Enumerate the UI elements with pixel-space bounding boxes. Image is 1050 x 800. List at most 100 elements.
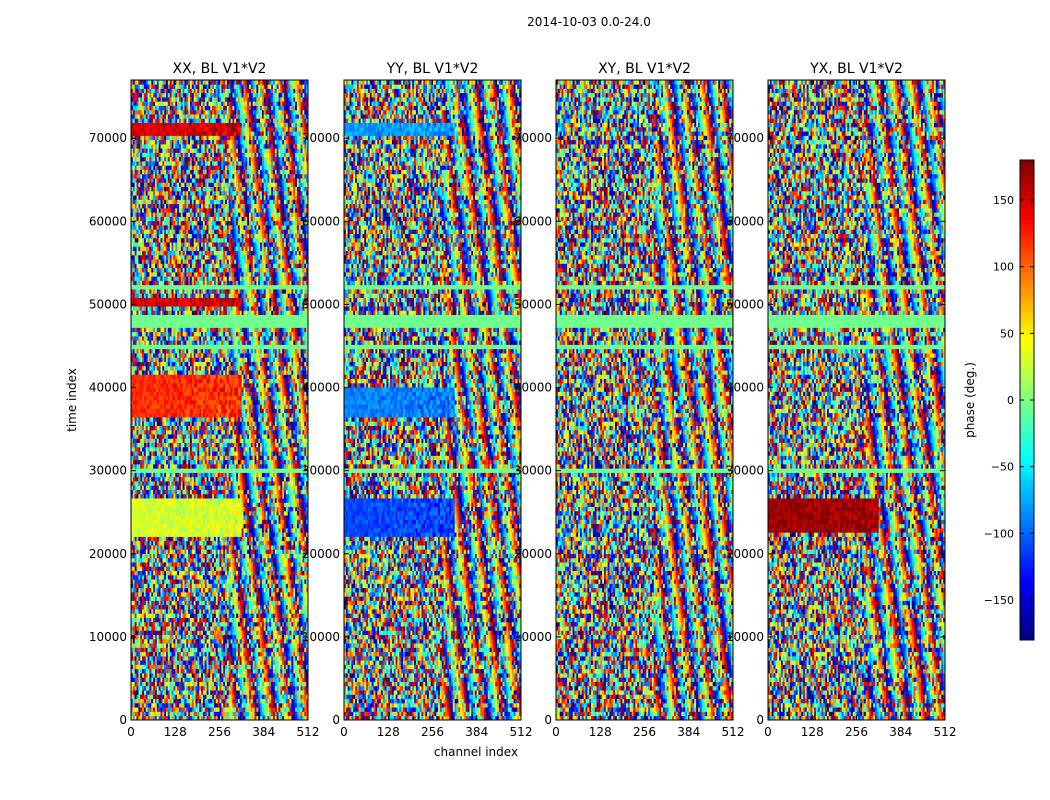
heatmap-cell xyxy=(261,677,265,682)
heatmap-cell xyxy=(263,685,266,691)
heatmap-cell xyxy=(151,711,154,717)
heatmap-cell xyxy=(173,681,176,687)
heatmap-cell xyxy=(195,668,198,674)
heatmap-cell xyxy=(164,694,167,700)
heatmap-cell xyxy=(191,638,195,644)
heatmap-cell xyxy=(206,668,209,674)
heatmap-cell xyxy=(142,715,145,721)
heatmap-cell xyxy=(191,698,195,704)
heatmap-cell xyxy=(284,707,287,712)
heatmap-cell xyxy=(287,668,290,674)
heatmap-cell xyxy=(167,651,171,657)
heatmap-cell xyxy=(131,711,134,717)
heatmap-cell xyxy=(306,707,309,712)
heatmap-cell xyxy=(175,681,178,687)
heatmap-cell xyxy=(285,685,289,691)
heatmap-cell xyxy=(204,702,207,708)
heatmap-cell xyxy=(151,698,154,704)
heatmap-cell xyxy=(226,668,230,674)
heatmap-cell xyxy=(188,702,191,708)
heatmap-cell xyxy=(260,694,263,700)
heatmap-cell xyxy=(149,690,152,695)
heatmap-cell xyxy=(145,677,148,682)
heatmap-cell xyxy=(247,681,250,687)
heatmap-cell xyxy=(282,660,285,665)
heatmap-cell xyxy=(188,651,191,657)
heatmap-cell xyxy=(182,698,185,704)
heatmap-cell xyxy=(284,690,287,695)
heatmap-cell xyxy=(291,694,294,700)
heatmap-cell xyxy=(272,673,276,678)
heatmap-cell xyxy=(228,681,231,687)
heatmap-cell xyxy=(271,651,274,657)
heatmap-cell xyxy=(160,668,163,674)
heatmap-cell xyxy=(232,660,235,665)
heatmap-cell xyxy=(140,690,143,695)
heatmap-cell xyxy=(293,711,296,717)
heatmap-cell xyxy=(215,685,218,691)
heatmap-cell xyxy=(186,690,189,695)
heatmap-cell xyxy=(226,647,230,653)
heatmap-cell xyxy=(293,702,296,708)
heatmap-cell xyxy=(166,660,169,665)
heatmap-cell xyxy=(221,647,224,653)
heatmap-cell xyxy=(186,715,189,721)
heatmap-cell xyxy=(298,651,301,657)
heatmap-cell xyxy=(254,690,257,695)
heatmap-cell xyxy=(296,660,300,665)
heatmap-cell xyxy=(261,711,265,717)
heatmap-cell xyxy=(271,698,274,704)
heatmap-cell xyxy=(145,656,148,661)
heatmap-cell xyxy=(173,668,176,674)
heatmap-cell xyxy=(210,643,213,648)
heatmap-cell xyxy=(204,698,207,704)
heatmap-cell xyxy=(178,681,182,687)
heatmap-cell xyxy=(261,702,265,708)
heatmap-cell xyxy=(182,668,185,674)
heatmap-cell xyxy=(230,677,233,682)
heatmap-cell xyxy=(237,647,241,653)
heatmap-cell xyxy=(225,681,228,687)
heatmap-cell xyxy=(267,673,270,678)
heatmap-cell xyxy=(134,715,137,721)
heatmap-cell xyxy=(215,711,218,717)
heatmap-cell xyxy=(190,698,193,704)
heatmap-cell xyxy=(232,707,235,712)
heatmap-cell xyxy=(267,698,270,704)
heatmap-cell xyxy=(204,664,207,670)
heatmap-cell xyxy=(154,673,158,678)
heatmap-cell xyxy=(237,668,241,674)
heatmap-cell xyxy=(298,707,301,712)
heatmap-cell xyxy=(131,685,134,691)
heatmap-cell xyxy=(134,690,137,695)
heatmap-cell xyxy=(272,668,276,674)
heatmap-cell xyxy=(131,647,134,653)
heatmap-cell xyxy=(132,660,136,665)
heatmap-cell xyxy=(226,681,230,687)
heatmap-cell xyxy=(276,711,279,717)
heatmap-cell xyxy=(230,651,233,657)
heatmap-cell xyxy=(131,656,134,661)
heatmap-cell xyxy=(166,664,169,670)
heatmap-cell xyxy=(151,707,154,712)
heatmap-cell xyxy=(208,681,211,687)
heatmap-cell xyxy=(265,698,268,704)
heatmap-cell xyxy=(271,702,274,708)
heatmap-cell xyxy=(293,698,296,704)
heatmap-cell xyxy=(260,656,263,661)
heatmap-cell xyxy=(208,647,211,653)
heatmap-cell xyxy=(271,647,274,653)
heatmap-cell xyxy=(193,656,196,661)
heatmap-cell xyxy=(160,638,163,644)
heatmap-cell xyxy=(269,690,272,695)
heatmap-cell xyxy=(245,694,248,700)
heatmap-cell xyxy=(132,690,136,695)
heatmap-cell xyxy=(169,664,172,670)
heatmap-cell xyxy=(298,690,301,695)
heatmap-cell xyxy=(219,668,222,674)
heatmap-cell xyxy=(147,711,150,717)
heatmap-cell xyxy=(223,681,226,687)
heatmap-cell xyxy=(142,638,145,644)
heatmap-cell xyxy=(151,651,154,657)
heatmap-cell xyxy=(291,651,294,657)
